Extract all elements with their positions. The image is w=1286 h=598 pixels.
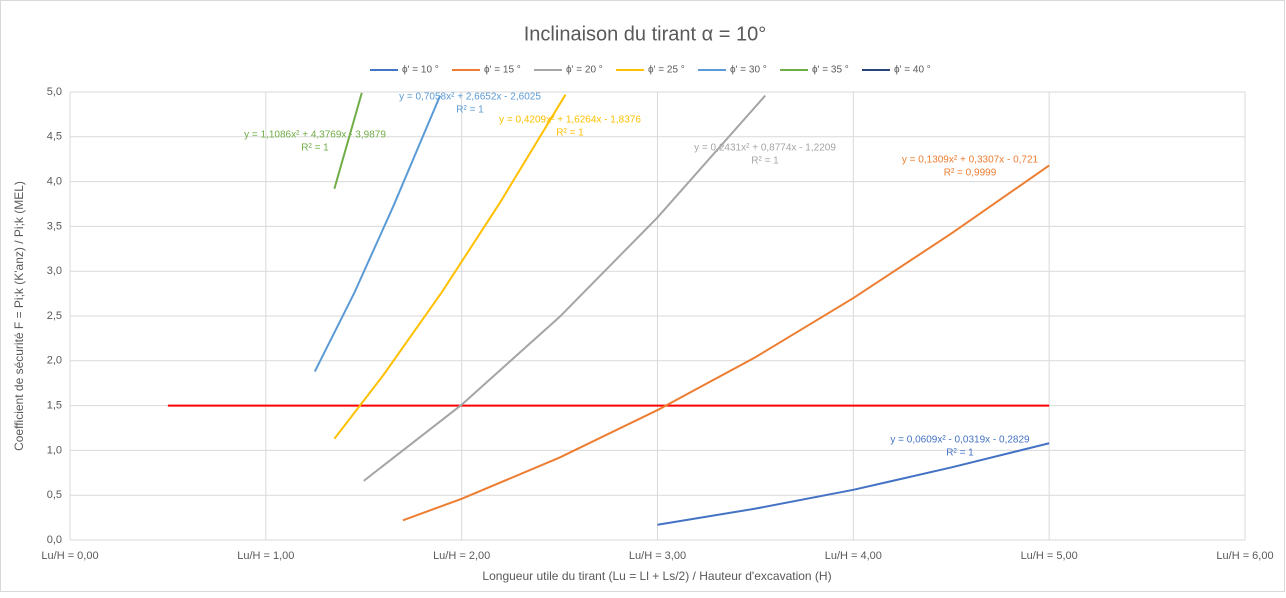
y-tick-label: 1,0: [47, 444, 62, 456]
trendline-equation: y = 0,4209x² + 1,6264x - 1,8376: [499, 115, 641, 126]
x-tick-label: Lu/H = 2,00: [433, 550, 490, 562]
legend-label: ϕ' = 35 °: [812, 65, 849, 76]
legend-label: ϕ' = 25 °: [648, 65, 685, 76]
y-tick-label: 0,0: [47, 534, 62, 546]
y-tick-label: 3,5: [47, 220, 62, 232]
x-tick-label: Lu/H = 4,00: [825, 550, 882, 562]
y-tick-label: 1,5: [47, 400, 62, 412]
series-line: [657, 442, 1050, 526]
series-line: [333, 92, 363, 190]
trendline-equation: y = 0,0609x² - 0,0319x - 0,2829: [890, 435, 1030, 446]
x-tick-label: Lu/H = 6,00: [1216, 550, 1273, 562]
series-line: [363, 94, 766, 482]
trendline-equation: y = 1,1086x² + 4,3769x - 3,9879: [244, 130, 386, 141]
y-tick-label: 0,5: [47, 489, 62, 501]
x-tick-label: Lu/H = 3,00: [629, 550, 686, 562]
x-axis-title: Longueur utile du tirant (Lu = Ll + Ls/2…: [482, 569, 831, 583]
legend-label: ϕ' = 20 °: [566, 65, 603, 76]
y-tick-label: 3,0: [47, 265, 62, 277]
series-line: [402, 164, 1050, 522]
series-line: [333, 94, 567, 440]
y-tick-label: 2,0: [47, 355, 62, 367]
trendline-r2: R² = 1: [751, 156, 779, 167]
trendline-r2: R² = 1: [301, 143, 329, 154]
x-tick-label: Lu/H = 0,00: [41, 550, 98, 562]
x-tick-label: Lu/H = 5,00: [1021, 550, 1078, 562]
trendline-equation: y = 0,2431x² + 0,8774x - 1,2209: [694, 143, 836, 154]
chart-title: Inclinaison du tirant α = 10°: [524, 23, 766, 45]
x-tick-label: Lu/H = 1,00: [237, 550, 294, 562]
legend-label: ϕ' = 40 °: [894, 65, 931, 76]
legend-label: ϕ' = 30 °: [730, 65, 767, 76]
trendline-r2: R² = 1: [556, 128, 584, 139]
trendline-r2: R² = 0,9999: [944, 168, 997, 179]
series-line: [313, 95, 442, 373]
legend-label: ϕ' = 15 °: [484, 65, 521, 76]
trendline-r2: R² = 1: [946, 448, 974, 459]
y-axis-title: Coefficient de sécurité F = Pi;k (K'anz)…: [12, 181, 26, 451]
legend-label: ϕ' = 10 °: [402, 65, 439, 76]
y-tick-label: 5,0: [47, 86, 62, 98]
y-tick-label: 4,0: [47, 176, 62, 188]
y-tick-label: 4,5: [47, 131, 62, 143]
y-tick-label: 2,5: [47, 310, 62, 322]
trendline-r2: R² = 1: [456, 105, 484, 116]
trendline-equation: y = 0,7058x² + 2,6652x - 2,6025: [399, 92, 541, 103]
trendline-equation: y = 0,1309x² + 0,3307x - 0,721: [902, 155, 1039, 166]
